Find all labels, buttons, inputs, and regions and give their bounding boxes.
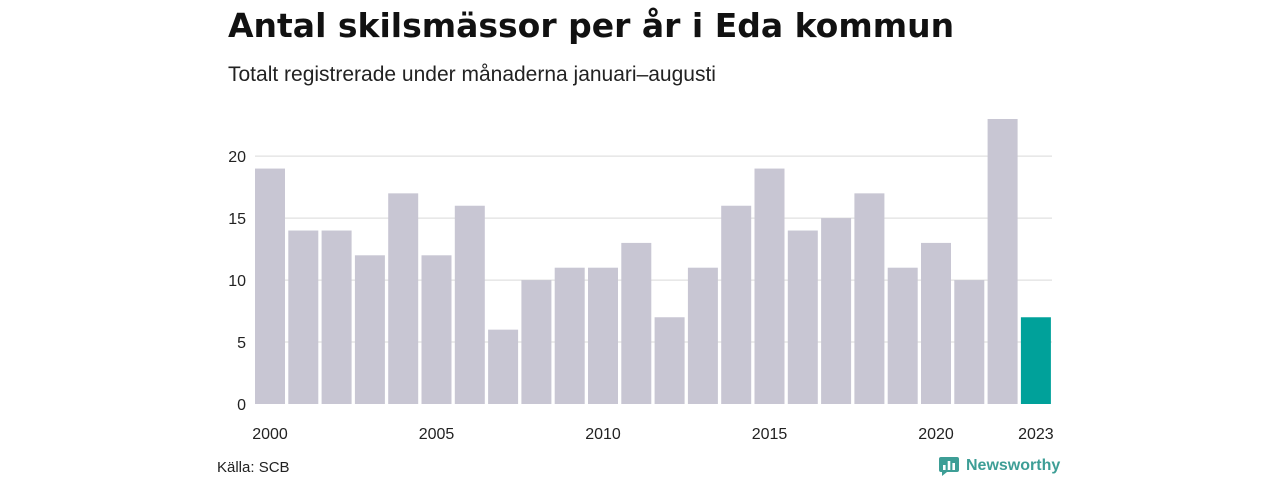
newsworthy-logo-icon [939,457,959,476]
bars [255,119,1051,404]
y-axis-ticks: 0 5 10 15 20 [228,149,246,414]
bar-2016 [787,230,818,404]
x-tick-label: 2020 [918,426,954,443]
x-axis-ticks: 2000 2005 2010 2015 2020 2023 [252,426,1054,443]
y-tick-label: 20 [228,149,246,166]
bar-2011 [621,242,652,404]
bar-2010 [588,267,618,404]
bar-2007 [488,329,519,404]
brand-logo: Newsworthy [938,455,1060,477]
bar-2021 [954,280,985,404]
grid-lines [255,155,1052,343]
bar-2022 [987,119,1018,404]
bar-2014 [721,205,752,404]
bar-2023 [1020,317,1051,404]
brand-label: Newsworthy [966,457,1061,474]
bar-2009 [554,267,585,404]
bar-2017 [821,218,852,404]
chart-title: Antal skilsmässor per år i Eda kommun [228,6,955,45]
x-tick-label: 2000 [252,426,288,443]
chart-subtitle: Totalt registrerade under månaderna janu… [228,63,716,86]
bar-2001 [288,230,319,404]
x-tick-label: 2005 [419,426,455,443]
x-tick-label: 2015 [752,426,788,443]
bar-2003 [354,255,385,404]
bar-2006 [454,205,485,404]
bar-2004 [388,193,419,404]
bar-2002 [321,230,352,404]
bar-2015 [754,168,785,404]
y-tick-label: 15 [228,211,246,228]
bar-2018 [854,193,885,404]
x-tick-label: 2010 [585,426,621,443]
bar-2008 [521,280,552,404]
bar-2020 [921,242,951,404]
y-tick-label: 0 [237,397,246,414]
y-tick-label: 10 [228,273,246,290]
bar-2012 [654,317,685,404]
x-tick-label: 2023 [1018,426,1054,443]
bar-2005 [421,255,452,404]
bar-2019 [887,267,918,404]
bar-2013 [687,267,718,404]
source-note: Källa: SCB [217,459,290,476]
y-tick-label: 5 [237,335,246,352]
bar-2000 [255,168,285,404]
